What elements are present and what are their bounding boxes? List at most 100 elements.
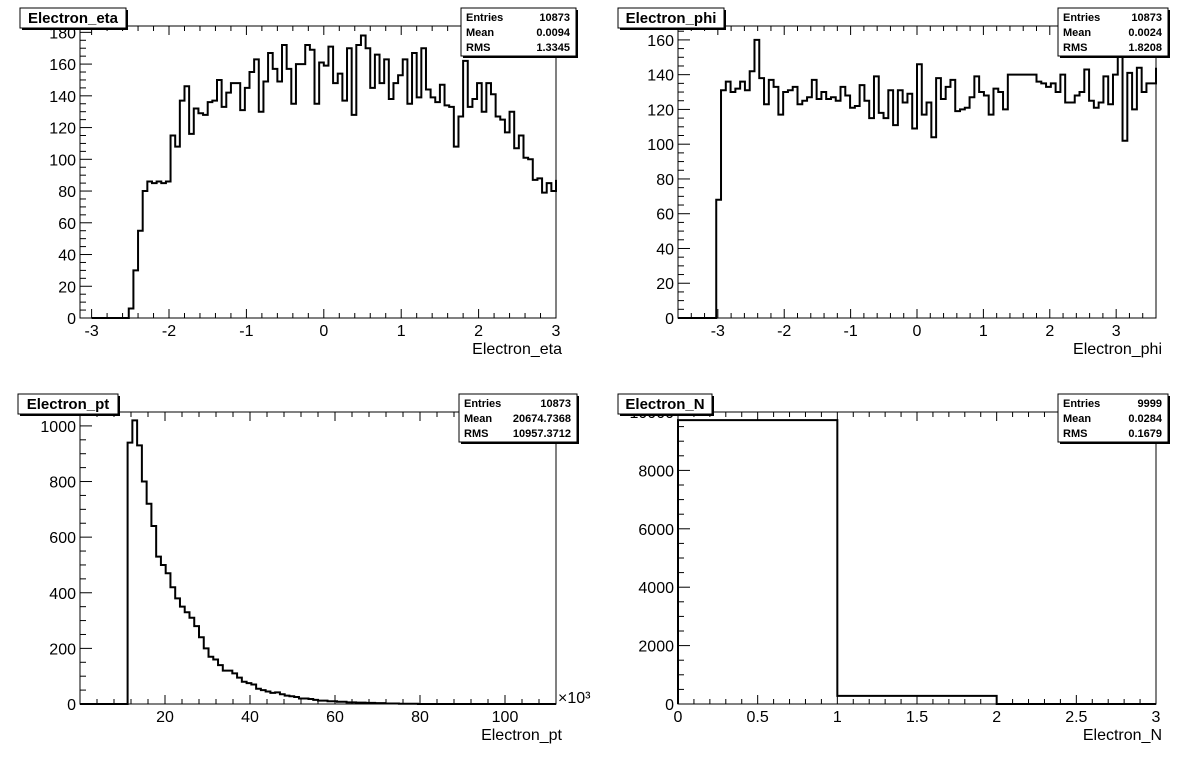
histogram-line xyxy=(91,34,557,319)
y-tick-label: 40 xyxy=(656,241,674,258)
stats-value: 0.0284 xyxy=(1128,413,1163,425)
x-axis-title: Electron_phi xyxy=(1073,341,1162,358)
chart-title: Electron_N xyxy=(625,396,704,413)
title-box xyxy=(17,393,119,415)
stats-label: RMS xyxy=(464,428,488,440)
x-tick-label: -1 xyxy=(843,323,857,340)
stats-label: RMS xyxy=(466,42,490,54)
stats-value: 20674.7368 xyxy=(513,413,571,425)
stats-box xyxy=(458,393,578,443)
x-tick-label: 2 xyxy=(992,709,1001,726)
x-tick-label: 3 xyxy=(552,323,561,340)
stats-value: 0.1679 xyxy=(1128,428,1162,440)
x-tick-label: 0 xyxy=(913,323,922,340)
chart-title: Electron_pt xyxy=(27,396,110,413)
histogram-line xyxy=(678,37,1157,319)
x-axis-title: Electron_pt xyxy=(481,727,562,744)
title-box xyxy=(19,7,127,29)
x-tick-label: 2 xyxy=(474,323,483,340)
x-tick-label: 2 xyxy=(1045,323,1054,340)
stats-label: Mean xyxy=(464,413,492,425)
stats-box xyxy=(1057,393,1169,443)
x-tick-label: 0 xyxy=(674,709,683,726)
y-tick-label: 0 xyxy=(67,697,76,714)
stats-label: RMS xyxy=(1063,42,1087,54)
histogram-panel-electron-n: 00.511.522.530200040006000800010000Elect… xyxy=(617,393,1170,744)
y-tick-label: 1000 xyxy=(40,419,76,436)
y-tick-label: 0 xyxy=(665,311,674,328)
stats-label: Entries xyxy=(464,398,501,410)
y-tick-label: 160 xyxy=(647,33,674,50)
stats-label: Entries xyxy=(1063,398,1100,410)
x-axis-title: Electron_N xyxy=(1083,727,1162,744)
histogram-panel-electron-pt: 20 40 60 80 10002004006008001000Electron_pt×… xyxy=(17,393,591,744)
y-tick-label: 40 xyxy=(58,248,76,265)
stats-label: Entries xyxy=(466,12,503,24)
y-tick-label: 80 xyxy=(656,172,674,189)
x-tick-label: 1.5 xyxy=(906,709,928,726)
y-tick-label: 0 xyxy=(665,697,674,714)
x-tick-label: 100 xyxy=(492,709,519,726)
y-tick-label: 2000 xyxy=(638,639,674,656)
x-tick-label: 1 xyxy=(397,323,406,340)
x-tick-label: 40 xyxy=(241,709,259,726)
histogram-line xyxy=(80,419,556,705)
y-tick-label: 60 xyxy=(656,207,674,224)
stats-label: Mean xyxy=(466,27,494,39)
x-tick-label: 20 xyxy=(156,709,174,726)
y-tick-label: 160 xyxy=(49,57,76,74)
stats-value: 1.8208 xyxy=(1128,42,1162,54)
stats-box xyxy=(460,7,577,57)
y-tick-label: 140 xyxy=(647,68,674,85)
x-axis-multiplier: ×10³ xyxy=(558,690,591,707)
y-tick-label: 8000 xyxy=(638,463,674,480)
stats-value: 0.0094 xyxy=(536,27,571,39)
x-tick-label: 3 xyxy=(1112,323,1121,340)
title-box xyxy=(617,7,725,29)
x-axis-title: Electron_eta xyxy=(472,341,562,358)
x-tick-label: -2 xyxy=(162,323,176,340)
y-tick-label: 6000 xyxy=(638,522,674,539)
plot-frame xyxy=(79,25,557,319)
y-tick-label: 4000 xyxy=(638,580,674,597)
stats-value: 9999 xyxy=(1138,398,1162,410)
stats-label: RMS xyxy=(1063,428,1087,440)
x-tick-label: 60 xyxy=(326,709,344,726)
y-tick-label: 80 xyxy=(58,184,76,201)
y-tick-label: 20 xyxy=(656,276,674,293)
x-tick-label: -2 xyxy=(777,323,791,340)
stats-value: 10957.3712 xyxy=(513,428,571,440)
stats-value: 1.3345 xyxy=(536,42,570,54)
x-tick-label: 0 xyxy=(319,323,328,340)
y-tick-label: 20 xyxy=(58,279,76,296)
x-tick-label: 3 xyxy=(1152,709,1161,726)
y-tick-label: 100 xyxy=(647,137,674,154)
x-tick-label: -3 xyxy=(84,323,98,340)
stats-value: 0.0024 xyxy=(1128,27,1163,39)
histogram-panel-electron-eta: -3 -2 -1 0 1 2 3020406080100120140160180Electr… xyxy=(19,7,578,358)
title-box xyxy=(617,393,713,415)
histogram-line xyxy=(677,419,1156,705)
x-tick-label: 1 xyxy=(979,323,988,340)
x-tick-label: -3 xyxy=(711,323,725,340)
stats-value: 10873 xyxy=(1131,12,1162,24)
stats-label: Mean xyxy=(1063,27,1091,39)
plot-frame xyxy=(677,411,1157,705)
x-tick-label: 80 xyxy=(411,709,429,726)
y-tick-label: 60 xyxy=(58,216,76,233)
y-tick-label: 600 xyxy=(49,530,76,547)
x-tick-label: 2.5 xyxy=(1065,709,1087,726)
y-tick-label: 100 xyxy=(49,152,76,169)
chart-title: Electron_eta xyxy=(28,10,119,27)
y-tick-label: 140 xyxy=(49,89,76,106)
y-tick-label: 120 xyxy=(647,102,674,119)
x-tick-label: 1 xyxy=(833,709,842,726)
stats-label: Mean xyxy=(1063,413,1091,425)
plot-frame xyxy=(79,411,557,705)
stats-value: 10873 xyxy=(540,398,571,410)
stats-label: Entries xyxy=(1063,12,1100,24)
y-tick-label: 400 xyxy=(49,586,76,603)
x-tick-label: -1 xyxy=(239,323,253,340)
y-tick-label: 800 xyxy=(49,475,76,492)
